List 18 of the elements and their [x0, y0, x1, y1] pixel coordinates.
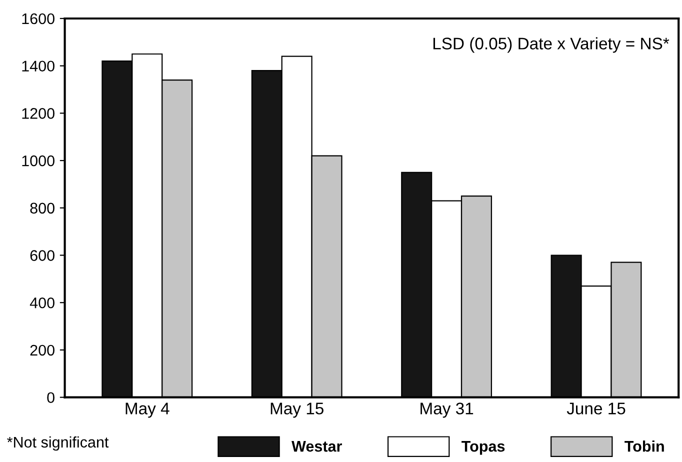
y-tick-label: 400	[30, 297, 54, 308]
y-tick-label: 1200	[22, 108, 54, 119]
y-tick-label: 200	[30, 344, 54, 356]
legend-label: Tobin	[624, 440, 664, 452]
y-tick-label: 1400	[22, 60, 54, 72]
legend-label: Topas	[462, 441, 505, 455]
y-tick-label: 800	[30, 202, 54, 214]
y-tick-label: 600	[30, 250, 54, 261]
x-tick-label: May 4	[126, 402, 170, 418]
x-tick-label: June 15	[566, 402, 626, 414]
y-tick-label: 0	[47, 392, 54, 404]
text: *Not significant	[7, 436, 109, 451]
annotation: LSD (0.05) Date x Variety = NS*	[433, 37, 670, 53]
y-tick-label: 1600	[22, 13, 54, 24]
x-tick-label: May 31	[420, 402, 474, 418]
x-tick-label: May 15	[270, 402, 324, 418]
y-tick-label: 1000	[22, 155, 54, 166]
legend-label: Westar	[292, 441, 342, 452]
